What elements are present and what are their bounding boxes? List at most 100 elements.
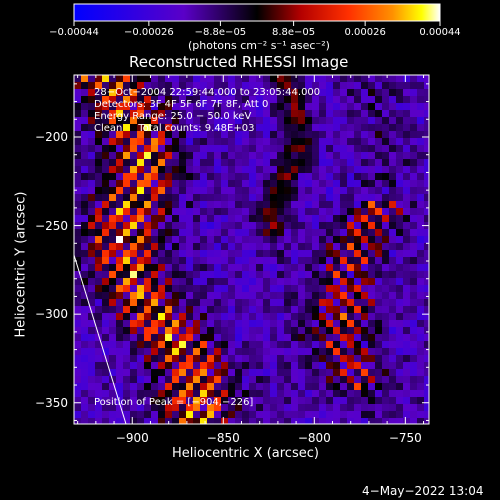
heatmap-cell	[403, 243, 411, 251]
heatmap-cell	[424, 243, 429, 251]
heatmap-cell	[382, 82, 390, 90]
heatmap-cell	[347, 278, 355, 286]
heatmap-cell	[326, 278, 334, 286]
heatmap-cell	[214, 96, 222, 104]
heatmap-cell	[235, 355, 243, 363]
heatmap-cell	[333, 110, 341, 118]
heatmap-cell	[88, 117, 96, 125]
heatmap-cell	[88, 110, 96, 118]
heatmap-cell	[410, 208, 418, 216]
heatmap-cell	[361, 236, 369, 244]
heatmap-cell	[298, 222, 306, 230]
heatmap-cell	[207, 362, 215, 370]
heatmap-cell	[305, 180, 313, 188]
heatmap-cell	[123, 75, 131, 83]
heatmap-cell	[361, 110, 369, 118]
heatmap-cell	[242, 229, 250, 237]
heatmap-cell	[207, 103, 215, 111]
heatmap-cell	[319, 166, 327, 174]
heatmap-cell	[277, 369, 285, 377]
heatmap-cell	[235, 117, 243, 125]
heatmap-cell	[382, 173, 390, 181]
heatmap-cell	[172, 285, 180, 293]
heatmap-cell	[312, 166, 320, 174]
heatmap-cell	[424, 376, 429, 384]
heatmap-cell	[228, 124, 236, 132]
heatmap-cell	[368, 285, 376, 293]
heatmap-cell	[88, 397, 96, 405]
heatmap-cell	[410, 229, 418, 237]
heatmap-cell	[270, 117, 278, 125]
heatmap-cell	[242, 110, 250, 118]
heatmap-cell	[424, 404, 429, 412]
heatmap-cell	[396, 173, 404, 181]
heatmap-cell	[109, 75, 117, 83]
heatmap-cell	[214, 369, 222, 377]
heatmap-cell	[403, 145, 411, 153]
heatmap-cell	[123, 124, 131, 132]
heatmap-cell	[333, 348, 341, 356]
heatmap-cell	[256, 285, 264, 293]
heatmap-cell	[424, 313, 429, 321]
heatmap-cell	[144, 390, 152, 398]
heatmap-cell	[130, 264, 138, 272]
heatmap-cell	[172, 390, 180, 398]
heatmap-cell	[368, 278, 376, 286]
heatmap-cell	[144, 278, 152, 286]
heatmap-cell	[95, 124, 103, 132]
heatmap-cell	[88, 173, 96, 181]
heatmap-cell	[326, 145, 334, 153]
heatmap-cell	[249, 278, 257, 286]
heatmap-cell	[81, 201, 89, 209]
heatmap-cell	[249, 292, 257, 300]
heatmap-cell	[361, 131, 369, 139]
heatmap-cell	[305, 355, 313, 363]
heatmap-cell	[375, 397, 383, 405]
heatmap-cell	[389, 334, 397, 342]
heatmap-cell	[298, 257, 306, 265]
heatmap-cell	[74, 376, 82, 384]
heatmap-cell	[228, 313, 236, 321]
heatmap-cell	[333, 418, 341, 424]
heatmap-cell	[368, 138, 376, 146]
heatmap-cell	[410, 348, 418, 356]
heatmap-cell	[109, 411, 117, 419]
heatmap-cell	[291, 75, 299, 83]
heatmap-cell	[354, 131, 362, 139]
heatmap-cell	[144, 89, 152, 97]
heatmap-cell	[263, 397, 271, 405]
heatmap-cell	[270, 397, 278, 405]
heatmap-cell	[144, 159, 152, 167]
heatmap-cell	[228, 327, 236, 335]
heatmap-cell	[417, 285, 425, 293]
heatmap-cell	[375, 355, 383, 363]
heatmap-cell	[74, 397, 82, 405]
heatmap-cell	[389, 110, 397, 118]
heatmap-cell	[151, 320, 159, 328]
heatmap-cell	[277, 250, 285, 258]
heatmap-cell	[144, 348, 152, 356]
annotation-clean-counts: Clean Total counts: 9.48E+03	[94, 123, 255, 134]
heatmap-cell	[249, 131, 257, 139]
heatmap-cell	[88, 124, 96, 132]
heatmap-cell	[179, 89, 187, 97]
heatmap-cell	[368, 180, 376, 188]
heatmap-cell	[382, 285, 390, 293]
heatmap-cell	[109, 383, 117, 391]
heatmap-cell	[263, 124, 271, 132]
heatmap-cell	[102, 159, 110, 167]
heatmap-cell	[291, 131, 299, 139]
heatmap-cell	[130, 96, 138, 104]
heatmap-cell	[291, 369, 299, 377]
heatmap-cell	[333, 103, 341, 111]
heatmap-cell	[298, 313, 306, 321]
heatmap-cell	[368, 376, 376, 384]
heatmap-cell	[270, 173, 278, 181]
heatmap-cell	[158, 124, 166, 132]
heatmap-cell	[340, 271, 348, 279]
heatmap-cell	[214, 348, 222, 356]
heatmap-cell	[200, 411, 208, 419]
heatmap-cell	[270, 96, 278, 104]
heatmap-cell	[144, 75, 152, 83]
heatmap-cell	[354, 320, 362, 328]
